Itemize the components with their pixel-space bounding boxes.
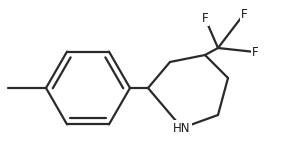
Text: HN: HN bbox=[173, 122, 191, 135]
Text: F: F bbox=[241, 7, 247, 20]
Text: F: F bbox=[252, 46, 258, 58]
Text: F: F bbox=[202, 11, 208, 24]
